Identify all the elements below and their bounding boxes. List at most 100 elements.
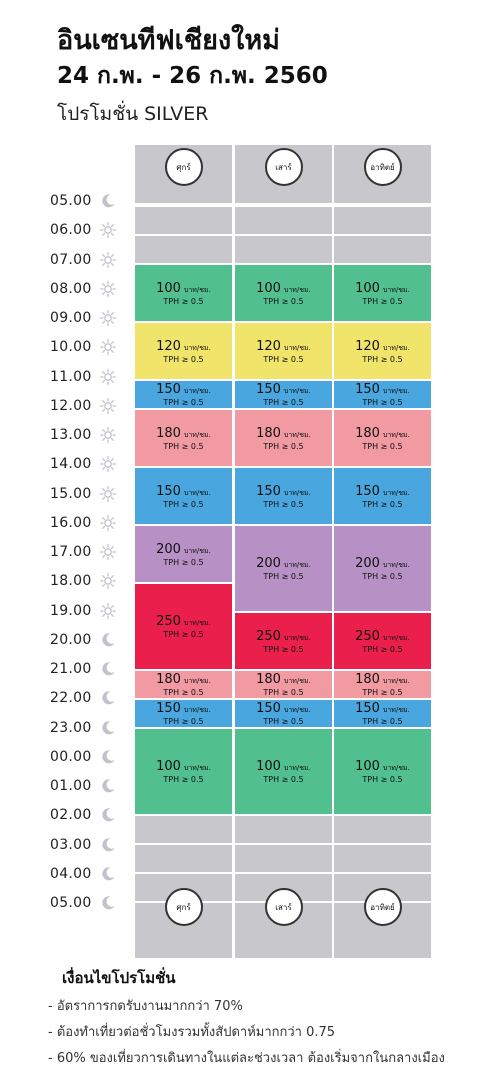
empty-slot xyxy=(135,816,232,843)
rate-unit: บาท/ชม. xyxy=(183,546,211,555)
rate-block: 120 บาท/ชม. TPH ≥ 0.5 xyxy=(135,323,232,379)
rate-block: 120 บาท/ชม. TPH ≥ 0.5 xyxy=(334,323,431,379)
time-label: 01.00 xyxy=(50,778,92,794)
rate-unit: บาท/ชม. xyxy=(283,488,311,497)
empty-slot xyxy=(235,845,332,872)
day-badge-bottom: อาทิตย์ xyxy=(363,888,402,926)
day-label: อาทิตย์ xyxy=(370,162,395,172)
rate-tph: TPH ≥ 0.5 xyxy=(263,441,304,451)
time-label: 15.00 xyxy=(50,485,92,502)
sun-icon xyxy=(98,250,118,270)
rate-line: 180 บาท/ชม. xyxy=(355,671,410,688)
rate-block: 180 บาท/ชม. TPH ≥ 0.5 xyxy=(235,671,332,698)
rate-tph: TPH ≥ 0.5 xyxy=(263,717,304,726)
moon-icon xyxy=(98,776,118,796)
rate-price: 200 xyxy=(256,556,281,571)
rate-price: 200 xyxy=(355,556,380,571)
rate-tph: TPH ≥ 0.5 xyxy=(263,499,304,509)
rate-price: 100 xyxy=(355,280,380,296)
rate-price: 100 xyxy=(156,759,181,774)
time-label: 09.00 xyxy=(50,310,92,326)
time-label: 14.00 xyxy=(50,456,92,473)
rate-unit: บาท/ชม. xyxy=(283,633,311,642)
rate-unit: บาท/ชม. xyxy=(283,706,311,714)
moon-icon xyxy=(98,893,118,913)
rate-unit: บาท/ชม. xyxy=(183,764,211,772)
day-badge-bottom: เสาร์ xyxy=(264,888,303,926)
condition-item: - 60% ของเที่ยวการเดินทางในแต่ละช่วงเวลา… xyxy=(48,1051,445,1066)
rate-line: 150 บาท/ชม. xyxy=(256,483,311,500)
time-label: 23.00 xyxy=(50,719,92,736)
time-label: 05.00 xyxy=(50,193,92,209)
time-row: 05.00 xyxy=(50,191,130,211)
rate-tph: TPH ≥ 0.5 xyxy=(163,717,204,726)
rate-block: 100 บาท/ชม. TPH ≥ 0.5 xyxy=(235,265,332,321)
rate-block: 150 บาท/ชม. TPH ≥ 0.5 xyxy=(334,468,431,524)
day-label: เสาร์ xyxy=(275,902,292,912)
time-row: 05.00 xyxy=(50,893,130,913)
time-label: 19.00 xyxy=(50,602,92,619)
empty-slot xyxy=(135,236,232,263)
rate-tph: TPH ≥ 0.5 xyxy=(163,557,204,567)
day-label: อาทิตย์ xyxy=(370,902,395,912)
rate-price: 150 xyxy=(256,483,281,499)
day-badge-top: อาทิตย์ xyxy=(363,148,402,186)
rate-tph: TPH ≥ 0.5 xyxy=(163,775,204,784)
rate-unit: บาท/ชม. xyxy=(283,561,311,569)
time-row: 09.00 xyxy=(50,308,130,328)
day-badge-top: ศุกร์ xyxy=(164,148,203,186)
rate-unit: บาท/ชม. xyxy=(183,430,211,439)
time-row: 18.00 xyxy=(50,571,130,591)
empty-slot xyxy=(235,816,332,843)
moon-icon xyxy=(98,805,118,825)
rate-unit: บาท/ชม. xyxy=(183,706,211,714)
time-row: 04.00 xyxy=(50,864,130,884)
rate-unit: บาท/ชม. xyxy=(283,285,311,294)
time-row: 20.00 xyxy=(50,630,130,650)
rate-price: 150 xyxy=(156,701,181,716)
rate-unit: บาท/ชม. xyxy=(382,387,410,395)
rate-block: 120 บาท/ชม. TPH ≥ 0.5 xyxy=(235,323,332,379)
time-label: 03.00 xyxy=(50,836,92,853)
rate-tph: TPH ≥ 0.5 xyxy=(362,354,403,364)
time-row: 15.00 xyxy=(50,484,130,504)
rate-line: 150 บาท/ชม. xyxy=(156,700,211,717)
sun-icon xyxy=(98,542,118,562)
sun-icon xyxy=(98,484,118,504)
rate-line: 180 บาท/ชม. xyxy=(156,671,211,688)
rate-unit: บาท/ชม. xyxy=(382,488,410,497)
rate-line: 150 บาท/ชม. xyxy=(355,381,410,398)
rate-price: 180 xyxy=(256,425,281,441)
rate-price: 250 xyxy=(156,614,181,629)
rate-unit: บาท/ชม. xyxy=(283,677,311,685)
empty-slot xyxy=(334,845,431,872)
rate-line: 100 บาท/ชม. xyxy=(355,758,410,775)
rate-block: 100 บาท/ชม. TPH ≥ 0.5 xyxy=(334,729,431,814)
schedule-grid: ศุกร์ ศุกร์ เสาร์ เสาร์ อาทิตย์ อาทิตย์ 100 บาท… xyxy=(135,145,431,958)
rate-block: 180 บาท/ชม. TPH ≥ 0.5 xyxy=(135,410,232,466)
rate-tph: TPH ≥ 0.5 xyxy=(362,688,403,697)
rate-block: 200 บาท/ชม. TPH ≥ 0.5 xyxy=(334,526,431,611)
rate-unit: บาท/ชม. xyxy=(382,285,410,294)
time-label: 12.00 xyxy=(50,397,92,414)
rate-line: 250 บาท/ชม. xyxy=(355,628,410,645)
time-row: 03.00 xyxy=(50,835,130,855)
rate-line: 150 บาท/ชม. xyxy=(156,483,211,500)
time-label: 18.00 xyxy=(50,573,92,590)
sun-icon xyxy=(98,601,118,621)
rate-tph: TPH ≥ 0.5 xyxy=(263,688,304,697)
rate-line: 150 บาท/ชม. xyxy=(355,483,410,500)
rate-tph: TPH ≥ 0.5 xyxy=(163,398,204,407)
day-badge-bottom: ศุกร์ xyxy=(164,888,203,926)
day-label: ศุกร์ xyxy=(176,902,191,912)
rate-block: 150 บาท/ชม. TPH ≥ 0.5 xyxy=(235,381,332,408)
page-title: อินเซนทีฟเชียงใหม่ xyxy=(57,25,280,56)
rate-block: 150 บาท/ชม. TPH ≥ 0.5 xyxy=(235,700,332,727)
rate-unit: บาท/ชม. xyxy=(382,343,410,352)
rate-tph: TPH ≥ 0.5 xyxy=(362,296,403,306)
time-label: 20.00 xyxy=(50,631,92,648)
empty-slot xyxy=(334,816,431,843)
rate-tph: TPH ≥ 0.5 xyxy=(263,572,304,581)
time-row: 16.00 xyxy=(50,513,130,533)
rate-tph: TPH ≥ 0.5 xyxy=(362,398,403,407)
